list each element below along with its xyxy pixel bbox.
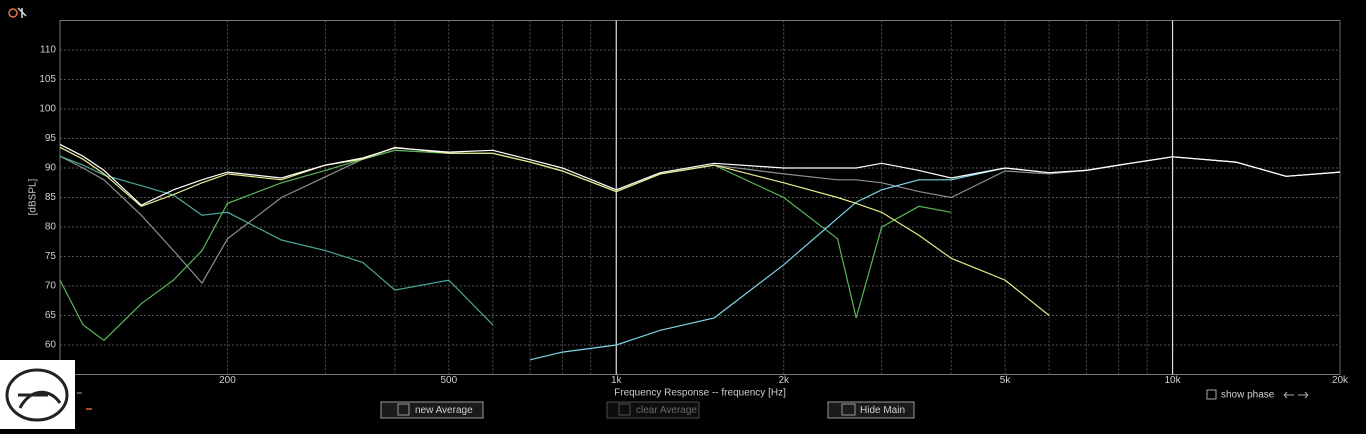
response-curve — [60, 143, 1340, 206]
button-label: Hide Main — [860, 405, 905, 416]
x-axis-label: Frequency Response -- frequency [Hz] — [614, 388, 786, 399]
x-tick-label: 2k — [778, 375, 790, 386]
x-tick-label: 500 — [440, 375, 457, 386]
y-tick-label: 110 — [40, 45, 56, 56]
zoom-arrows[interactable] — [1283, 391, 1309, 399]
checkbox-label: show phase — [1221, 390, 1275, 401]
y-tick-label: 85 — [45, 192, 57, 203]
y-tick-label: 95 — [45, 133, 57, 144]
y-tick-label: 105 — [39, 74, 56, 85]
hide-main-button[interactable]: Hide Main — [827, 401, 915, 419]
y-tick-label: 65 — [45, 310, 57, 321]
x-tick-label: 1k — [611, 375, 623, 386]
toolbar-icon[interactable] — [8, 7, 27, 18]
new-average-button[interactable]: new Average — [380, 401, 484, 419]
y-tick-label: 100 — [39, 104, 56, 115]
y-axis-label: [dBSPL] — [28, 178, 39, 215]
y-tick-label: 80 — [45, 222, 57, 233]
x-tick-label: 10k — [1164, 375, 1181, 386]
clear-average-button[interactable]: clear Average — [606, 401, 700, 419]
y-tick-label: 60 — [45, 340, 57, 351]
show-phase-checkbox[interactable] — [1206, 389, 1217, 400]
button-label: new Average — [415, 405, 473, 416]
response-curve — [60, 146, 1050, 316]
logo — [0, 360, 75, 429]
x-tick-label: 5k — [1000, 375, 1012, 386]
y-tick-label: 90 — [45, 163, 57, 174]
x-tick-label: 200 — [219, 375, 236, 386]
x-tick-label: 20k — [1332, 375, 1349, 386]
response-curve — [60, 155, 494, 326]
button-label: clear Average — [636, 405, 697, 416]
y-tick-label: 75 — [45, 251, 57, 262]
y-tick-label: 70 — [45, 281, 57, 292]
